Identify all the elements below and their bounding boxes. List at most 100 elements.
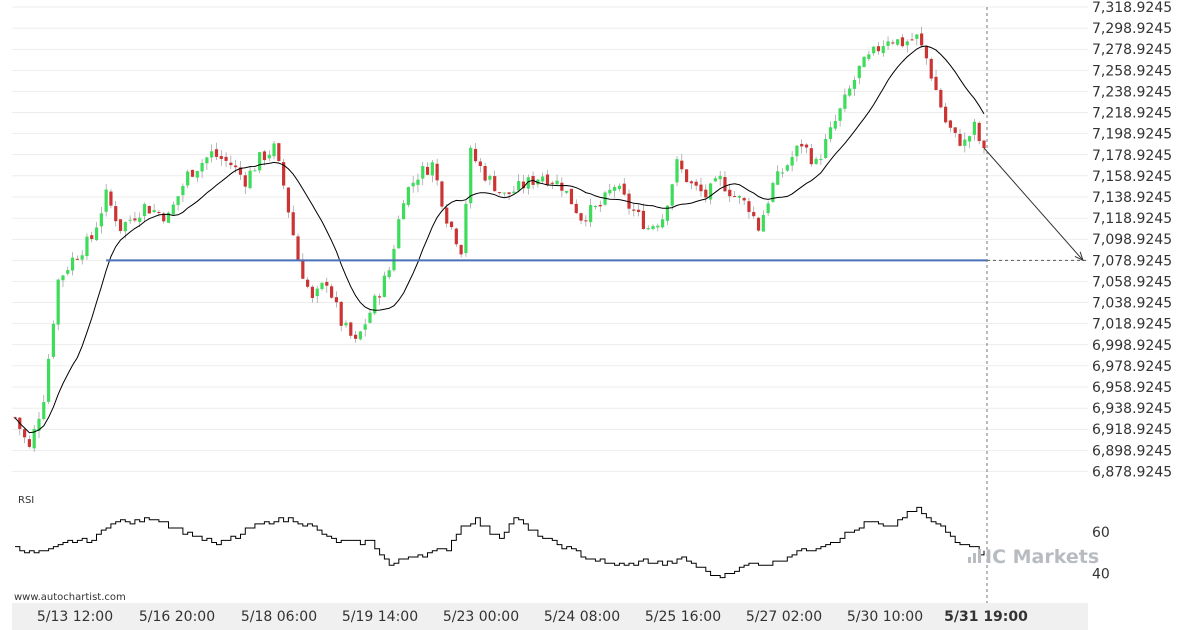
candle-body (560, 182, 564, 191)
candle-body (142, 204, 147, 217)
candle-body (723, 177, 727, 192)
candle-body (267, 154, 271, 159)
candle-body (881, 46, 885, 54)
candle-body (545, 174, 550, 185)
candle-body (339, 301, 343, 326)
candle-body (473, 148, 478, 162)
candle-body (622, 183, 626, 195)
candle-body (900, 37, 905, 47)
candle-body (824, 139, 828, 158)
candle-body (430, 162, 434, 176)
y-tick-label: 7,118.9245 (1092, 211, 1172, 227)
candle-body (248, 170, 252, 189)
candle-body (315, 288, 319, 297)
candle-body (641, 210, 646, 230)
candle-body (646, 227, 650, 230)
candle-body (272, 143, 276, 157)
x-tick-label: 5/23 00:00 (443, 609, 519, 625)
candle-body (286, 187, 291, 213)
candle-body (133, 218, 137, 221)
candle-body (651, 226, 655, 230)
candle-body (109, 191, 113, 206)
candle-body (497, 192, 502, 194)
x-tick-label: 5/25 16:00 (645, 609, 721, 625)
candle-body (728, 189, 732, 197)
candle-body (819, 158, 823, 160)
candle-body (310, 286, 315, 298)
candle-body (637, 209, 641, 213)
candle-body (766, 203, 770, 214)
candle-body (181, 186, 185, 196)
candle-body (929, 58, 933, 79)
candle-body (689, 181, 693, 184)
candle-body (90, 235, 94, 239)
candle-body (608, 189, 612, 194)
candle-body (512, 191, 516, 194)
candle-body (406, 187, 410, 205)
candle-body (478, 161, 482, 167)
x-tick-label: 5/24 08:00 (544, 609, 620, 625)
candle-body (128, 219, 132, 221)
candle-body (848, 88, 852, 96)
candle-body (397, 219, 401, 249)
candle-body (536, 179, 540, 185)
candle-body (469, 147, 473, 204)
candle-body (905, 41, 909, 46)
candle-body (219, 156, 223, 159)
candle-body (790, 157, 794, 166)
candle-body (445, 207, 449, 224)
candle-body (99, 213, 103, 227)
x-tick-label: 5/31 19:00 (944, 609, 1028, 625)
candle-body (85, 236, 89, 257)
candle-body (838, 108, 842, 121)
candle-body (262, 151, 267, 161)
candle-body (358, 331, 362, 340)
candle-body (876, 46, 881, 52)
candle-body (920, 33, 924, 46)
candle-body (656, 225, 660, 228)
candle-body (243, 175, 247, 187)
brand-bar (968, 557, 971, 563)
x-tick-label: 5/18 06:00 (241, 609, 317, 625)
candle-body (291, 212, 295, 236)
candle-body (234, 165, 238, 168)
candle-body (972, 121, 977, 135)
candle-body (737, 195, 741, 198)
candle-body (483, 166, 487, 181)
candle-body (771, 182, 775, 202)
y-tick-label: 7,018.9245 (1092, 317, 1172, 333)
candle-body (804, 144, 809, 148)
candle-body (934, 76, 938, 91)
candle-body (867, 54, 871, 59)
candle-body (214, 149, 219, 157)
y-tick-label: 7,258.9245 (1092, 63, 1172, 79)
candle-body (756, 217, 761, 231)
candle-body (205, 157, 209, 164)
y-tick-label: 6,918.9245 (1092, 422, 1172, 438)
y-tick-label: 7,278.9245 (1092, 42, 1172, 58)
candle-body (780, 172, 785, 174)
y-tick-label: 6,978.9245 (1092, 359, 1172, 375)
candle-body (852, 79, 857, 89)
y-tick-label: 7,078.9245 (1092, 253, 1172, 269)
candle-body (373, 295, 377, 314)
y-tick-label: 6,878.9245 (1092, 464, 1172, 480)
candle-body (613, 186, 617, 191)
candle-body (977, 122, 981, 142)
candle-body (75, 258, 79, 260)
rsi-tick-label: 60 (1092, 525, 1110, 541)
candle-body (761, 214, 765, 232)
y-axis-labels: 7,318.9245 7,298.9245 7,278.9245 7,258.9245… (1092, 0, 1172, 480)
candle-body (320, 282, 324, 290)
candle-body (699, 184, 703, 192)
candle-body (579, 213, 583, 221)
candles (13, 26, 986, 452)
candle-body (162, 213, 166, 222)
candle-body (190, 169, 195, 177)
candle-body (377, 296, 382, 298)
candle-body (253, 170, 257, 172)
candle-body (939, 89, 943, 108)
candle-body (694, 181, 698, 186)
candle-body (617, 185, 622, 190)
candle-body (948, 120, 953, 128)
